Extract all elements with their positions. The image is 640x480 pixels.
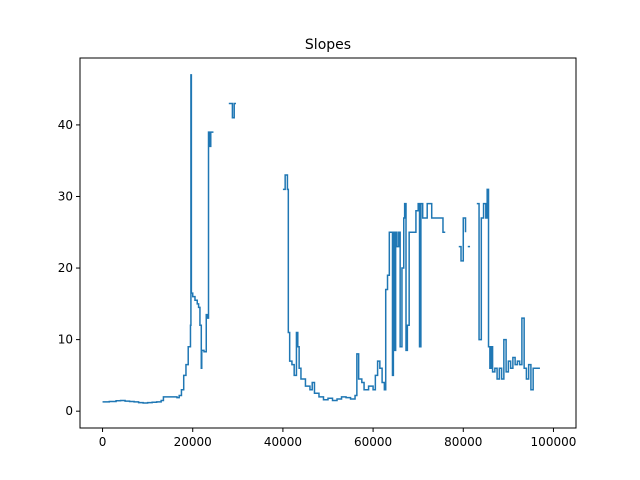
x-tick-label: 80000 [444, 435, 482, 449]
series-line-segment-4 [458, 217, 467, 262]
series-line-segment-3 [282, 174, 446, 402]
series-line-segment-6 [476, 188, 540, 391]
x-tick-label: 100000 [531, 435, 577, 449]
series-layer [102, 74, 540, 404]
x-tick-label: 0 [99, 435, 107, 449]
series-line-segment-1 [102, 74, 214, 404]
y-tick-label: 10 [58, 333, 73, 347]
y-tick-label: 30 [58, 189, 73, 203]
chart-title: Slopes [305, 37, 351, 53]
x-tick-label: 20000 [174, 435, 212, 449]
y-tick-label: 20 [58, 261, 73, 275]
plot-area-frame [79, 57, 577, 429]
x-tick-label: 60000 [354, 435, 392, 449]
y-axis-ticks: 0 10 20 30 40 [58, 118, 80, 418]
x-tick-label: 40000 [264, 435, 302, 449]
y-tick-label: 40 [58, 118, 73, 132]
series-line-segment-2 [228, 102, 237, 119]
x-axis-ticks: 0 20000 40000 60000 80000 100000 [99, 428, 577, 449]
y-tick-label: 0 [65, 404, 73, 418]
